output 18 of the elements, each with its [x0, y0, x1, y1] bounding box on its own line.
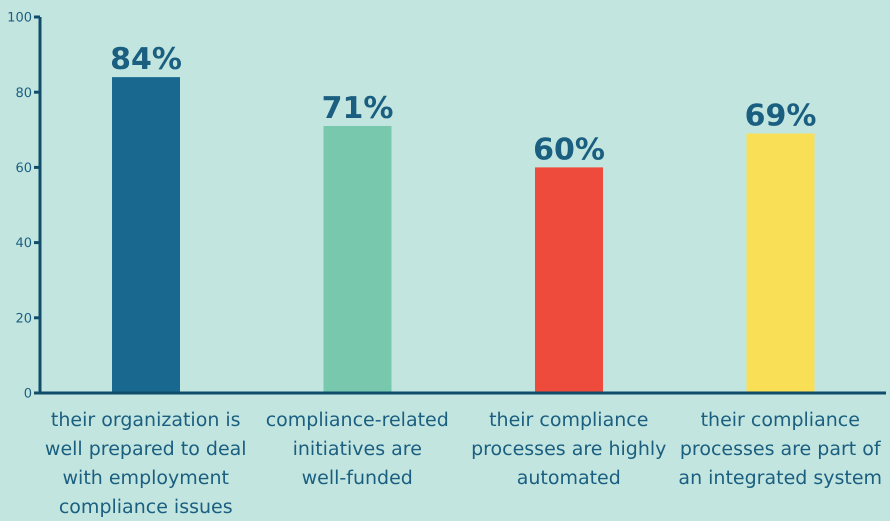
- y-tick-label: 0: [24, 386, 32, 402]
- x-tick-label: their compliance processes are part of an integrated system: [678, 409, 882, 489]
- x-tick-label: compliance-related initiatives are well-funded: [266, 409, 449, 489]
- x-tick-label: their organization is well prepared to deal with employment compliance issues: [44, 409, 247, 518]
- data-label: 60%: [533, 132, 605, 168]
- bar: [324, 126, 392, 393]
- data-label: 69%: [744, 98, 816, 134]
- bar: [535, 167, 603, 393]
- y-tick-label: 40: [15, 236, 32, 252]
- x-tick-label: their compliance processes are highly automated: [471, 409, 666, 489]
- data-label: 71%: [322, 91, 394, 126]
- y-tick-label: 20: [15, 311, 32, 326]
- y-tick-label: 80: [15, 86, 32, 101]
- bar: [112, 77, 180, 393]
- bar: [746, 134, 814, 393]
- data-label: 84%: [110, 42, 182, 78]
- y-tick-label: 100: [7, 10, 32, 26]
- y-tick-label: 60: [15, 161, 32, 176]
